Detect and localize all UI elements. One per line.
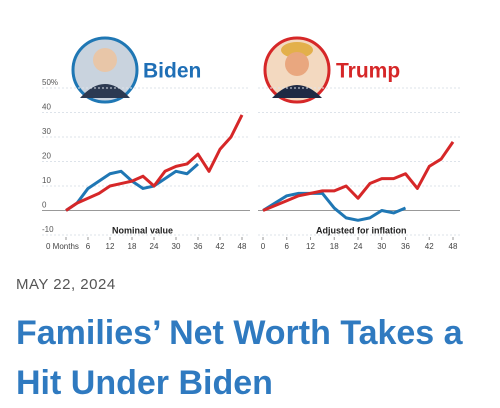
date: MAY 22, 2024 bbox=[16, 276, 116, 293]
x-tick-label: 48 bbox=[449, 242, 458, 251]
y-tick-label: -10 bbox=[42, 225, 54, 234]
legend-trump: Trump bbox=[336, 60, 400, 83]
x-tick-label: 36 bbox=[194, 242, 203, 251]
x-tick-label: 30 bbox=[172, 242, 181, 251]
x-tick-label: 24 bbox=[354, 242, 363, 251]
y-tick-label: 30 bbox=[42, 127, 51, 136]
y-tick-label: 20 bbox=[42, 152, 51, 161]
x-tick-label: 6 bbox=[86, 242, 91, 251]
line-trump bbox=[65, 114, 244, 212]
y-tick-label: 0 bbox=[42, 201, 47, 210]
x-tick-label: 6 bbox=[285, 242, 290, 251]
line-trump bbox=[262, 141, 455, 212]
x-tick-label: 12 bbox=[306, 242, 315, 251]
line-biden bbox=[65, 162, 199, 212]
x-tick-label: 42 bbox=[425, 242, 434, 251]
line-biden bbox=[262, 191, 407, 222]
x-tick-label: 42 bbox=[216, 242, 225, 251]
chart-subtitle: Nominal value bbox=[112, 225, 173, 235]
headline: Families’ Net Worth Takes a Hit Under Bi… bbox=[16, 314, 463, 402]
x-tick-label: 48 bbox=[238, 242, 247, 251]
x-tick-label: 0 bbox=[261, 242, 266, 251]
x-tick-label: 12 bbox=[106, 242, 115, 251]
legend-biden: Biden bbox=[143, 60, 201, 83]
x-tick-label: 24 bbox=[150, 242, 159, 251]
chart-area: Biden Trump 50% 40 30 20 10 0 -10 0 Months 6 12 18… bbox=[42, 36, 460, 251]
photo-face bbox=[285, 52, 309, 76]
y-tick-label: 10 bbox=[42, 176, 51, 185]
x-tick-label: 0 Months bbox=[46, 242, 79, 251]
x-tick-label: 18 bbox=[330, 242, 339, 251]
x-tick-label: 18 bbox=[128, 242, 137, 251]
x-tick-label: 36 bbox=[401, 242, 410, 251]
photo-suit bbox=[272, 85, 322, 98]
x-tick-label: 30 bbox=[377, 242, 386, 251]
photo-hair bbox=[281, 42, 313, 58]
photo-face bbox=[93, 48, 117, 72]
chart-subtitle: Adjusted for inflation bbox=[316, 225, 407, 235]
y-tick-label: 40 bbox=[42, 103, 51, 112]
y-tick-label: 50% bbox=[42, 78, 58, 87]
photo-suit bbox=[80, 84, 130, 98]
